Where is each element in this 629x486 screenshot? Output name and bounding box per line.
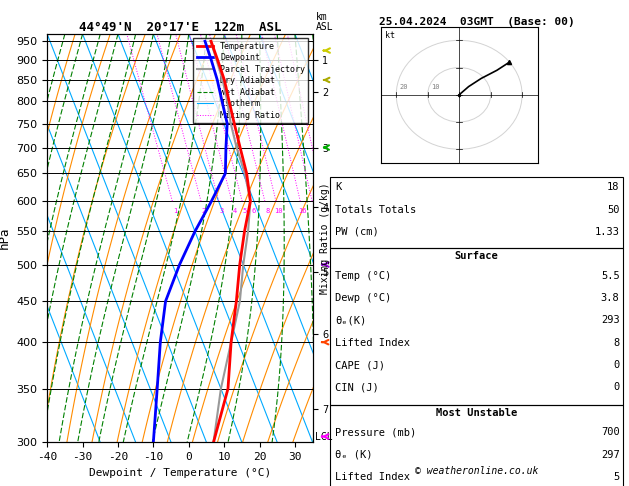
Text: 297: 297 xyxy=(601,450,620,460)
Text: 5.5: 5.5 xyxy=(601,271,620,281)
Text: 1: 1 xyxy=(173,208,177,214)
Text: LCL: LCL xyxy=(315,432,333,442)
Text: 293: 293 xyxy=(601,315,620,326)
Text: 3.8: 3.8 xyxy=(601,293,620,303)
Text: θₑ (K): θₑ (K) xyxy=(335,450,373,460)
Text: Most Unstable: Most Unstable xyxy=(436,408,517,418)
Text: Lifted Index: Lifted Index xyxy=(335,338,410,348)
Text: 1.33: 1.33 xyxy=(594,227,620,237)
Text: 50: 50 xyxy=(607,205,620,215)
Text: 5: 5 xyxy=(243,208,247,214)
Text: 3: 3 xyxy=(220,208,223,214)
Text: 6: 6 xyxy=(251,208,255,214)
Text: 8: 8 xyxy=(613,338,620,348)
Text: Lifted Index: Lifted Index xyxy=(335,472,410,482)
Text: kt: kt xyxy=(385,31,395,40)
Text: Dewp (°C): Dewp (°C) xyxy=(335,293,391,303)
Text: CAPE (J): CAPE (J) xyxy=(335,360,385,370)
Text: km
ASL: km ASL xyxy=(316,12,333,32)
Text: θₑ(K): θₑ(K) xyxy=(335,315,367,326)
Text: Temp (°C): Temp (°C) xyxy=(335,271,391,281)
Text: Pressure (mb): Pressure (mb) xyxy=(335,427,416,437)
Text: Totals Totals: Totals Totals xyxy=(335,205,416,215)
Text: Surface: Surface xyxy=(455,251,498,261)
Text: 5: 5 xyxy=(613,472,620,482)
Text: © weatheronline.co.uk: © weatheronline.co.uk xyxy=(415,466,538,476)
Text: Mixing Ratio (g/kg): Mixing Ratio (g/kg) xyxy=(320,182,330,294)
Text: 20: 20 xyxy=(399,85,408,90)
Text: 18: 18 xyxy=(607,182,620,192)
Text: 0: 0 xyxy=(613,382,620,393)
Text: 0: 0 xyxy=(613,360,620,370)
Text: 4: 4 xyxy=(232,208,237,214)
Text: 10: 10 xyxy=(274,208,282,214)
Legend: Temperature, Dewpoint, Parcel Trajectory, Dry Adiabat, Wet Adiabat, Isotherm, Mi: Temperature, Dewpoint, Parcel Trajectory… xyxy=(194,38,308,123)
Y-axis label: hPa: hPa xyxy=(0,227,11,249)
Title: 44°49'N  20°17'E  122m  ASL: 44°49'N 20°17'E 122m ASL xyxy=(79,21,281,34)
Text: 8: 8 xyxy=(265,208,269,214)
Text: K: K xyxy=(335,182,342,192)
Text: 16: 16 xyxy=(298,208,307,214)
Text: 700: 700 xyxy=(601,427,620,437)
Text: 2: 2 xyxy=(201,208,206,214)
Text: 25.04.2024  03GMT  (Base: 00): 25.04.2024 03GMT (Base: 00) xyxy=(379,17,574,27)
X-axis label: Dewpoint / Temperature (°C): Dewpoint / Temperature (°C) xyxy=(89,468,271,478)
Text: 10: 10 xyxy=(431,85,440,90)
Text: CIN (J): CIN (J) xyxy=(335,382,379,393)
Text: PW (cm): PW (cm) xyxy=(335,227,379,237)
